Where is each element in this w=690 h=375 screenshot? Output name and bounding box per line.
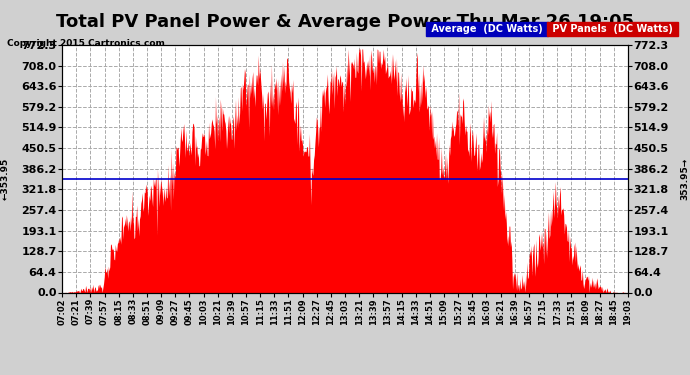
Text: PV Panels  (DC Watts): PV Panels (DC Watts) (549, 24, 676, 34)
Text: Average  (DC Watts): Average (DC Watts) (428, 24, 546, 34)
Text: ←353.95: ←353.95 (0, 158, 10, 200)
Text: 353.95→: 353.95→ (680, 158, 690, 200)
Text: Total PV Panel Power & Average Power Thu Mar 26 19:05: Total PV Panel Power & Average Power Thu… (56, 13, 634, 31)
Text: Copyright 2015 Cartronics.com: Copyright 2015 Cartronics.com (7, 39, 165, 48)
